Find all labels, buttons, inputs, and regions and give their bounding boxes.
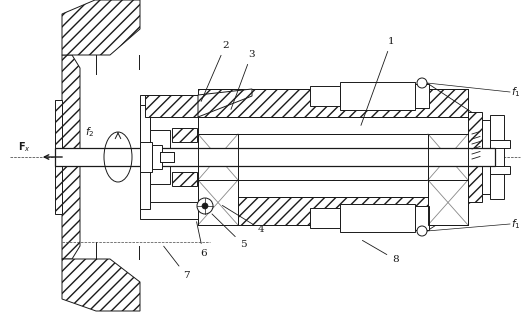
Bar	[482, 120, 490, 155]
Text: $\mathbf{F}_x$: $\mathbf{F}_x$	[18, 140, 31, 154]
Text: 2: 2	[201, 41, 229, 101]
Bar	[172, 172, 197, 186]
Bar	[198, 180, 468, 197]
Bar	[468, 112, 482, 202]
Bar	[198, 89, 468, 117]
Bar	[415, 206, 429, 230]
Circle shape	[202, 203, 208, 209]
Bar	[490, 140, 510, 148]
Bar	[340, 204, 415, 232]
Bar	[152, 145, 162, 169]
Bar	[160, 152, 174, 162]
Text: 7: 7	[164, 246, 190, 280]
Bar	[140, 105, 150, 209]
Text: $f_1$: $f_1$	[511, 217, 521, 231]
Circle shape	[417, 78, 427, 88]
Text: 4: 4	[222, 205, 265, 234]
Bar	[198, 134, 238, 180]
Bar	[198, 180, 238, 225]
Polygon shape	[62, 259, 140, 311]
Bar	[310, 86, 340, 106]
Text: 6: 6	[197, 222, 207, 258]
Bar	[428, 180, 468, 225]
Polygon shape	[62, 55, 80, 259]
Text: 5: 5	[212, 214, 247, 249]
Text: 1: 1	[361, 37, 394, 125]
Text: $f_2$: $f_2$	[85, 125, 95, 139]
Bar	[198, 117, 468, 134]
Bar	[198, 197, 468, 225]
Bar	[415, 84, 429, 108]
Text: 3: 3	[231, 50, 255, 109]
Bar	[428, 180, 468, 225]
Bar	[140, 142, 152, 172]
Circle shape	[417, 226, 427, 236]
Bar	[145, 95, 198, 117]
Bar	[428, 134, 468, 180]
Bar	[150, 154, 170, 184]
Bar	[160, 152, 174, 162]
Bar	[340, 82, 415, 110]
Bar	[490, 115, 504, 199]
Bar	[198, 180, 238, 225]
Bar	[482, 159, 490, 194]
Bar	[310, 208, 340, 228]
Text: 8: 8	[362, 241, 399, 264]
Polygon shape	[55, 100, 62, 214]
Text: $f_1$: $f_1$	[511, 85, 521, 99]
Polygon shape	[198, 89, 252, 117]
Bar	[428, 134, 468, 180]
Bar	[198, 134, 238, 180]
Bar	[140, 95, 198, 219]
Bar	[55, 148, 495, 166]
Polygon shape	[62, 0, 140, 55]
Bar	[490, 166, 510, 174]
Bar	[172, 128, 197, 142]
Circle shape	[197, 198, 213, 214]
Bar	[150, 130, 170, 160]
Bar	[150, 112, 198, 202]
